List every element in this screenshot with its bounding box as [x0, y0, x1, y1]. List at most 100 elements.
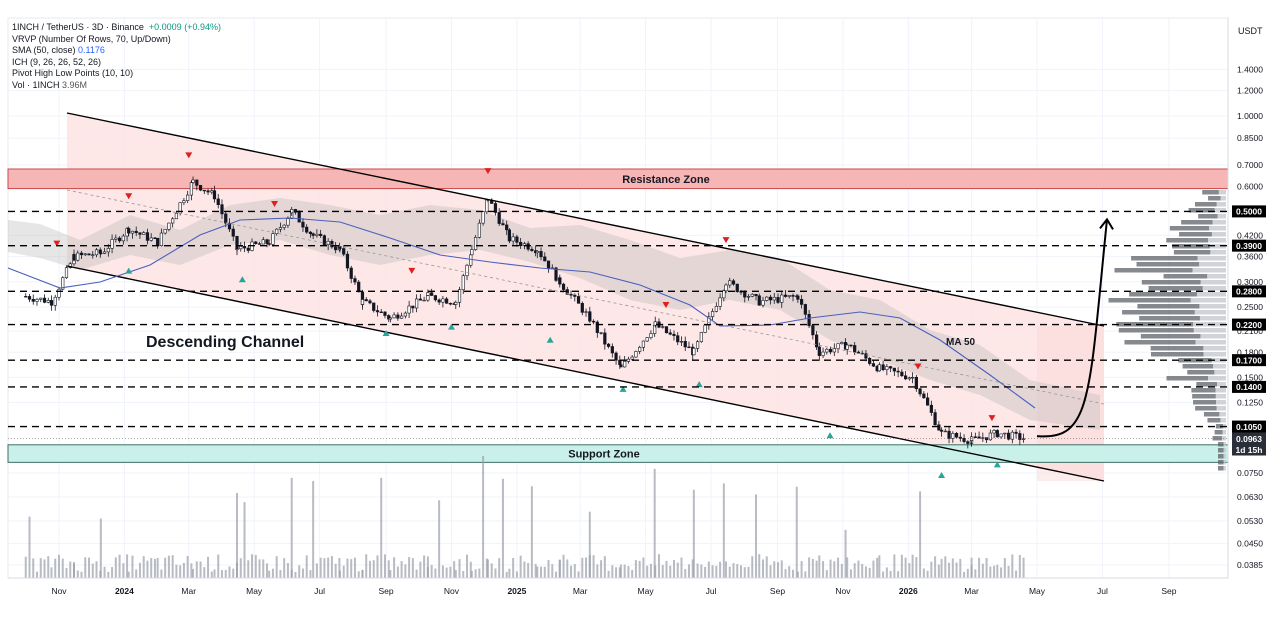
candle-body — [599, 332, 603, 334]
vrvp-bar-down — [1220, 418, 1226, 423]
candle-body — [995, 430, 999, 438]
candle-body — [461, 275, 465, 290]
candle-body — [407, 305, 411, 314]
y-tick-label: 0.2500 — [1237, 302, 1263, 312]
volume-bars — [24, 455, 1025, 578]
y-tick-label: 0.0750 — [1237, 468, 1263, 478]
volume-bar — [65, 568, 68, 578]
volume-bar — [411, 558, 414, 578]
volume-bar — [711, 565, 714, 578]
price-tag-label: 0.2200 — [1236, 320, 1262, 330]
ich-label[interactable]: ICH (9, 26, 26, 52, 26) — [12, 56, 102, 67]
volume-bar — [680, 557, 683, 578]
y-tick-label: 0.1250 — [1237, 398, 1263, 408]
candle-body — [765, 296, 769, 301]
candle-body — [315, 233, 319, 236]
volume-bar — [111, 567, 114, 578]
candle-body — [881, 364, 885, 371]
candle-body — [714, 306, 718, 312]
x-tick-label: Jul — [706, 586, 717, 596]
vrvp-bar — [1137, 304, 1200, 309]
volume-bar — [736, 564, 739, 578]
volume-bar — [837, 557, 840, 578]
candle-body — [922, 393, 926, 399]
pivot-low-marker — [447, 323, 455, 330]
y-tick-label: 0.3600 — [1237, 252, 1263, 262]
volume-bar — [220, 570, 223, 578]
volume-bar — [715, 565, 718, 578]
candle-body — [918, 388, 922, 395]
volume-bar — [696, 563, 699, 578]
price-tag-bg — [1232, 420, 1266, 433]
volume-bar — [692, 489, 695, 578]
candle-body — [368, 300, 372, 304]
candle-body — [159, 232, 164, 246]
vrvp-bar-down — [1209, 244, 1226, 249]
vrvp-bar-down — [1200, 280, 1226, 285]
volume-bar — [309, 570, 312, 578]
candle-body — [305, 226, 309, 233]
volume-bar — [441, 565, 444, 578]
vrvp-bar — [1181, 220, 1213, 225]
candle-body — [754, 294, 758, 297]
volume-bar — [1003, 558, 1006, 578]
vrvp-label[interactable]: VRVP (Number Of Rows, 70, Up/Down) — [12, 33, 171, 44]
volume-bar — [376, 555, 379, 578]
symbol-row: 1INCH / TetherUS · 3D · Binance +0.0009 … — [12, 22, 221, 34]
volume-bar — [279, 570, 282, 578]
volume-bar — [80, 571, 83, 578]
y-tick-label: 0.0630 — [1237, 492, 1263, 502]
candle-body — [761, 300, 765, 306]
vrvp-bar — [1218, 460, 1224, 465]
volume-bar — [795, 486, 798, 578]
pivot-low-marker — [826, 432, 834, 439]
volume-bar — [150, 558, 153, 578]
volume-bar — [581, 557, 584, 578]
volume-bar — [353, 557, 356, 578]
candle-body — [430, 292, 434, 296]
volume-bar — [930, 561, 933, 578]
candle-body — [772, 297, 776, 301]
candle-body — [807, 314, 811, 326]
pivot-high-marker — [53, 240, 61, 247]
volume-bar — [127, 571, 130, 578]
candle-body — [554, 267, 558, 281]
volume-bar — [657, 554, 660, 578]
symbol-title[interactable]: 1INCH / TetherUS · 3D · Binance — [12, 22, 144, 32]
volume-bar — [43, 559, 46, 578]
volume-bar — [558, 559, 561, 578]
candle-body — [322, 235, 327, 245]
volume-bar — [573, 564, 576, 578]
candle-body — [783, 294, 788, 297]
volume-bar — [334, 563, 337, 578]
volume-bar — [501, 478, 504, 578]
pivot-label[interactable]: Pivot High Low Points (10, 10) — [12, 68, 134, 78]
price-tag-bg — [1232, 239, 1266, 252]
volume-bar — [485, 558, 488, 578]
volume-bar — [57, 554, 60, 578]
y-tick-label: 1.2000 — [1237, 86, 1263, 96]
candle-body — [357, 281, 361, 293]
candle-body — [840, 342, 844, 345]
vol-label[interactable]: Vol · 1INCH — [12, 79, 60, 90]
volume-bar — [773, 561, 776, 578]
sma-50-line — [7, 217, 1036, 409]
pivot-low-marker — [382, 330, 390, 337]
candle-body — [396, 314, 400, 319]
volume-bar — [28, 516, 31, 578]
sma-label[interactable]: SMA (50, close) — [12, 45, 76, 55]
volume-bar — [99, 518, 102, 578]
vrvp-bar — [1166, 238, 1209, 243]
volume-bar — [846, 557, 849, 578]
support-zone-label: Support Zone — [568, 449, 640, 461]
candle-body — [79, 252, 84, 256]
candle-body — [457, 289, 462, 303]
pivot-high-marker — [988, 415, 996, 422]
y-tick-label: 0.0385 — [1237, 560, 1263, 570]
candle-body — [167, 222, 171, 230]
volume-bar — [462, 570, 465, 578]
volume-bar — [160, 569, 163, 578]
candle-body — [349, 267, 353, 279]
candle-body — [623, 361, 627, 368]
